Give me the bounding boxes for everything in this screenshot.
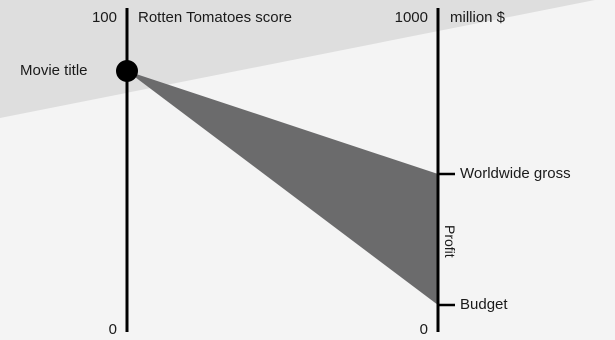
left-axis-min-label: 0 xyxy=(108,321,117,338)
right-axis-min-label: 0 xyxy=(419,321,428,338)
right-axis-unit: million $ xyxy=(450,9,506,26)
profit-label: Profit xyxy=(442,225,458,258)
budget-label: Budget xyxy=(460,296,508,313)
left-axis-max-label: 100 xyxy=(91,9,117,26)
worldwide-gross-label: Worldwide gross xyxy=(460,165,571,182)
movie-title-label: Movie title xyxy=(20,62,88,79)
left-axis-title: Rotten Tomatoes score xyxy=(138,9,292,26)
right-axis-max-label: 1000 xyxy=(394,9,428,26)
movie-point xyxy=(116,60,138,82)
profit-wedge xyxy=(127,71,438,305)
score-band xyxy=(0,0,615,118)
